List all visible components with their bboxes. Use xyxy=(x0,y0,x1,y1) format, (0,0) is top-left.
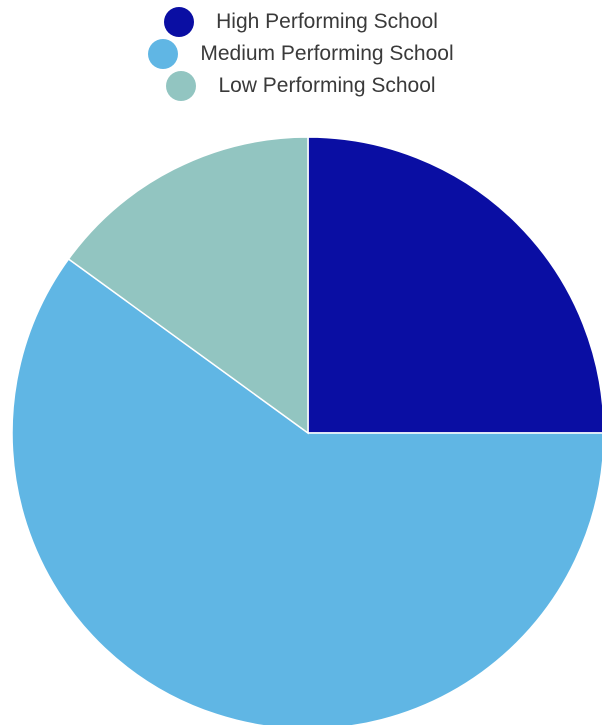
legend-label-low: Low Performing School xyxy=(218,74,436,97)
legend-swatch-low xyxy=(166,71,197,101)
legend-label-medium: Medium Performing School xyxy=(200,42,454,65)
pie-slice-high[interactable] xyxy=(307,136,602,434)
legend-item-low[interactable]: Low Performing School xyxy=(166,70,436,102)
legend-item-high[interactable]: High Performing School xyxy=(164,6,438,38)
legend-swatch-medium xyxy=(148,39,179,69)
legend-label-high: High Performing School xyxy=(216,10,438,33)
chart-legend: High Performing School Medium Performing… xyxy=(0,6,602,102)
pie-slice-medium[interactable] xyxy=(11,257,602,725)
legend-swatch-high xyxy=(164,7,195,37)
legend-item-medium[interactable]: Medium Performing School xyxy=(148,38,454,70)
pie-slice-low[interactable] xyxy=(67,136,309,435)
